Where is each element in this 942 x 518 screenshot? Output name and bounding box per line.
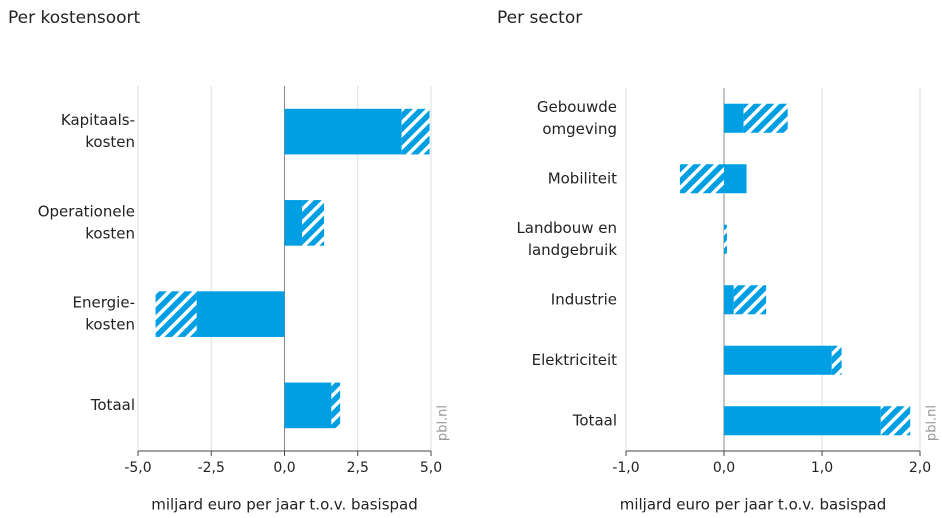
bar: [724, 164, 747, 194]
source-label: pbl.nl: [925, 405, 940, 441]
category-label: kosten: [85, 316, 135, 334]
bar: [284, 108, 402, 155]
chart-title: Per kostensoort: [8, 8, 141, 28]
bar: [724, 285, 734, 315]
category-label: Industrie: [551, 290, 617, 308]
bar: [724, 345, 832, 375]
hatched-bar: [831, 345, 842, 375]
x-axis-label: miljard euro per jaar t.o.v. basispad: [620, 496, 887, 514]
hatched-bar: [155, 291, 197, 337]
x-tick-label: 0,0: [713, 460, 735, 476]
hatched-bar: [302, 200, 325, 246]
chart-title: Per sector: [497, 8, 582, 28]
bar: [196, 291, 285, 337]
category-label: Totaal: [90, 396, 135, 414]
x-tick-label: -1,0: [612, 460, 639, 476]
category-label: Kapitaals-: [61, 111, 135, 129]
bar: [724, 103, 744, 133]
source-label: pbl.nl: [436, 405, 451, 441]
category-label: Mobiliteit: [548, 169, 617, 187]
hatched-bar: [724, 224, 727, 254]
hatched-bar: [401, 108, 430, 155]
category-label: Elektriciteit: [532, 351, 617, 369]
hatched-bar: [743, 103, 788, 133]
hatched-bar: [331, 382, 341, 429]
category-label: Totaal: [572, 411, 617, 429]
x-tick-label: 0,0: [273, 460, 295, 476]
category-label: Landbouw en: [516, 219, 617, 237]
category-label: landgebruik: [528, 241, 618, 259]
category-label: Operationele: [38, 202, 135, 220]
bar: [284, 200, 303, 246]
bar: [284, 382, 332, 429]
x-tick-label: 5,0: [420, 460, 442, 476]
category-label: kosten: [85, 224, 135, 242]
hatched-bar: [679, 164, 724, 194]
hatched-bar: [733, 285, 767, 315]
bar: [724, 406, 881, 436]
x-tick-label: 1,0: [811, 460, 833, 476]
category-label: omgeving: [542, 120, 617, 138]
category-label: Energie-: [73, 294, 135, 312]
category-label: kosten: [85, 133, 135, 151]
category-label: Gebouwde: [537, 98, 617, 116]
x-tick-label: -2,5: [198, 460, 225, 476]
x-tick-label: -5,0: [124, 460, 151, 476]
x-tick-label: 2,0: [909, 460, 931, 476]
x-axis-label: miljard euro per jaar t.o.v. basispad: [151, 496, 418, 514]
x-tick-label: 2,5: [347, 460, 369, 476]
hatched-bar: [880, 406, 911, 436]
